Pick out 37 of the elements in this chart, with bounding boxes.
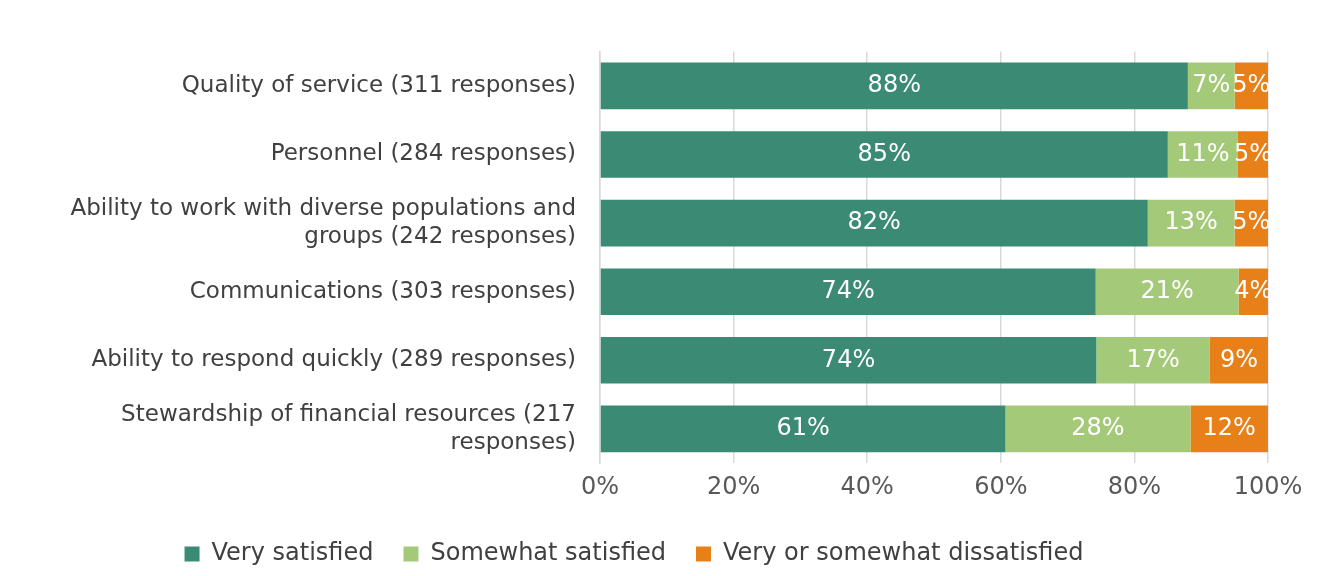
- data-label: 17%: [1126, 344, 1180, 373]
- y-tick-label: Communications (303 responses): [189, 276, 576, 303]
- x-tick-label: 40%: [840, 471, 894, 500]
- bar: [600, 268, 1096, 316]
- legend-label: Very or somewhat dissatisfied: [723, 538, 1084, 567]
- y-tick-label: Stewardship of financial resources (217 responses): [121, 400, 576, 454]
- data-label: 12%: [1202, 413, 1256, 442]
- bar: [600, 405, 1006, 453]
- data-label: 11%: [1176, 138, 1230, 167]
- bar: [600, 131, 1168, 178]
- bar: [600, 336, 1097, 384]
- legend-label: Very satisfied: [211, 538, 374, 567]
- x-tick-label: 20%: [706, 471, 761, 500]
- x-tick-label: 80%: [1107, 471, 1162, 500]
- x-tick-label: 60%: [974, 471, 1028, 500]
- data-label: 74%: [821, 275, 875, 304]
- bar: [1005, 405, 1191, 453]
- data-label: 61%: [776, 413, 830, 442]
- data-label: 28%: [1071, 413, 1125, 442]
- data-label: 74%: [821, 344, 876, 373]
- bar: [1096, 336, 1210, 384]
- y-tick-label: Quality of service (311 responses): [181, 70, 576, 97]
- data-label: 13%: [1164, 207, 1218, 236]
- data-label: 7%: [1192, 70, 1231, 99]
- data-label: 21%: [1140, 275, 1194, 304]
- data-label: 82%: [847, 207, 901, 236]
- data-label: 85%: [857, 138, 911, 167]
- bar: [600, 199, 1148, 247]
- x-tick-label: 100%: [1233, 471, 1303, 500]
- data-label: 88%: [867, 70, 921, 99]
- y-tick-label: Ability to work with diverse populations and groups (242 responses): [70, 194, 576, 248]
- y-tick-label: Personnel (284 responses): [270, 139, 576, 166]
- legend-label: Somewhat satisfied: [430, 538, 667, 567]
- y-tick-label: Ability to respond quickly (289 responses): [91, 345, 576, 372]
- data-label: 9%: [1219, 344, 1258, 373]
- bar: [600, 62, 1188, 110]
- x-tick-label: 0%: [580, 471, 620, 500]
